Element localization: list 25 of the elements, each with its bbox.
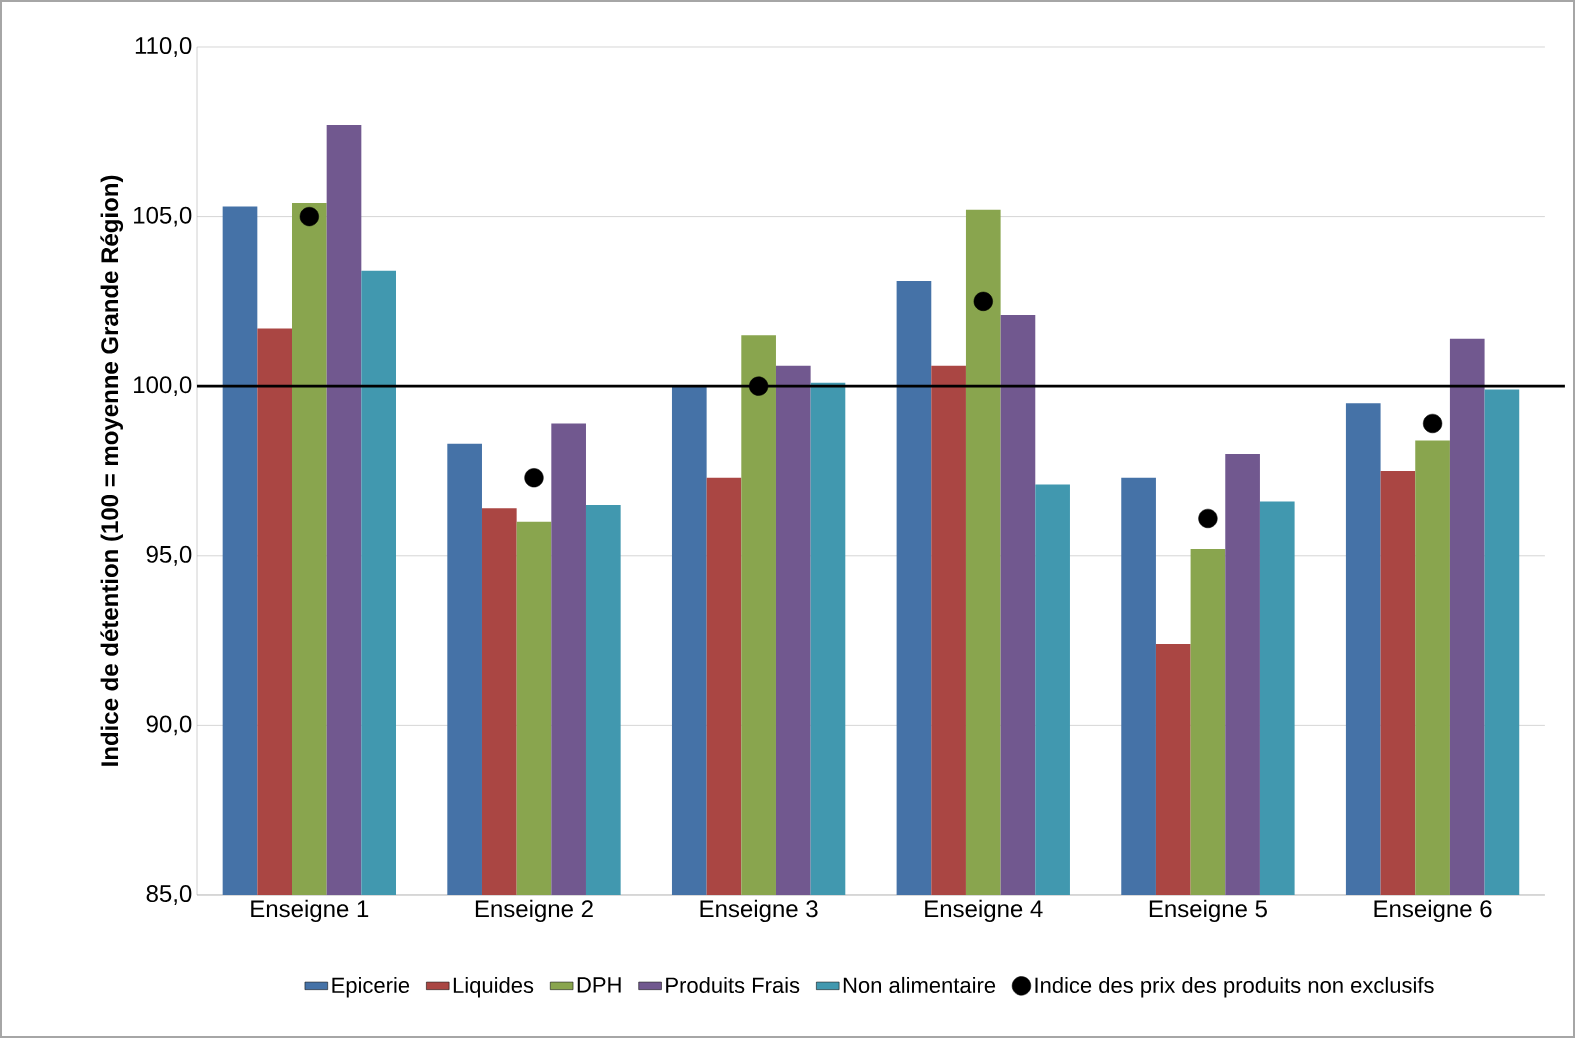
y-axis-title: Indice de détention (100 = moyenne Grande Région) — [100, 175, 124, 766]
legend-label: DPH — [577, 977, 621, 993]
y-tick-label: 100,0 — [134, 376, 192, 397]
x-tick-label: Enseigne 3 — [700, 899, 818, 923]
legend-label: Epicerie — [332, 976, 410, 998]
point — [299, 206, 319, 227]
legend-label: Liquides — [453, 976, 534, 998]
legend-label: Indice des prix des produits non exclusifs — [1035, 976, 1434, 998]
x-tick-label: Enseigne 5 — [1149, 899, 1267, 923]
x-tick-label: Enseigne 2 — [475, 899, 593, 923]
point — [973, 291, 993, 311]
legend-label: Produits Frais — [666, 976, 800, 994]
point — [1422, 413, 1443, 434]
y-tick-label: 85,0 — [146, 885, 192, 905]
legend-label: Non alimentaire — [843, 976, 996, 994]
x-tick-label: Enseigne 4 — [925, 899, 1043, 923]
point — [749, 376, 769, 396]
y-tick-label: 105,0 — [134, 206, 192, 227]
x-tick-label: Enseigne 6 — [1374, 899, 1492, 923]
point — [1198, 508, 1218, 529]
point — [524, 468, 544, 488]
y-tick-label: 110,0 — [135, 37, 192, 57]
y-tick-label: 90,0 — [146, 715, 192, 736]
y-tick-label: 95,0 — [146, 545, 192, 566]
x-tick-label: Enseigne 1 — [251, 899, 369, 923]
